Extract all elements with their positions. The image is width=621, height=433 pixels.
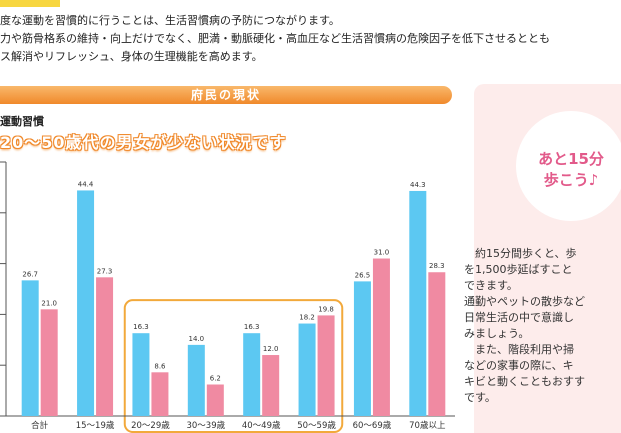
data-label: 16.3 xyxy=(133,323,149,331)
bar xyxy=(353,281,371,416)
data-label: 44.4 xyxy=(78,180,94,188)
side-text-line: キビと動くこともおすす xyxy=(464,375,585,388)
bar xyxy=(96,277,114,416)
bar xyxy=(21,280,39,416)
data-label: 14.0 xyxy=(189,335,205,343)
x-tick-label: 50〜59歳 xyxy=(297,420,336,431)
data-label: 8.6 xyxy=(154,362,166,370)
section-banner: 府民の現状 xyxy=(0,86,452,104)
bar xyxy=(428,272,446,416)
header-accent-band xyxy=(0,0,60,7)
data-label: 31.0 xyxy=(374,249,390,257)
bar xyxy=(409,190,427,416)
x-tick-label: 20〜29歳 xyxy=(131,420,170,431)
data-label: 12.0 xyxy=(263,345,279,353)
data-label: 6.2 xyxy=(210,375,221,383)
data-label: 19.8 xyxy=(318,305,334,313)
bar xyxy=(40,309,58,416)
data-label: 18.2 xyxy=(299,314,315,322)
data-label: 28.3 xyxy=(429,262,445,270)
data-label: 26.7 xyxy=(22,270,38,278)
callout-line-2: 歩こう♪ xyxy=(543,171,599,189)
side-panel: あと15分 歩こう♪ 約15分間歩くと、歩 を1,500歩延ばすこと できます。通勤… xyxy=(464,84,621,433)
bar xyxy=(262,355,280,416)
bar xyxy=(187,344,205,416)
bar xyxy=(243,333,261,416)
data-label: 27.3 xyxy=(97,267,113,275)
side-text-line: を1,500歩延ばすこと xyxy=(464,263,573,276)
bar-chart: 26.7 21.0 合計 44.4 27.3 15〜19歳 16.3 8.6 20〜29歳 14.… xyxy=(0,161,455,433)
x-tick-label: 40〜49歳 xyxy=(242,420,281,431)
bar xyxy=(132,333,150,416)
callout-circle: あと15分 歩こう♪ xyxy=(516,111,621,221)
bar xyxy=(151,372,169,416)
intro-line-1: 度な運動を習慣的に行うことは、生活習慣病の予防につながります。 xyxy=(0,14,340,27)
intro-line-2: 力や筋骨格系の維持・向上だけでなく、肥満・動脈硬化・高血圧など生活習慣病の危険因… xyxy=(0,32,550,45)
bar xyxy=(317,315,335,416)
data-label: 26.5 xyxy=(355,271,371,279)
side-text-line: みましょう。 xyxy=(464,327,530,340)
x-tick-label: 30〜39歳 xyxy=(186,420,225,431)
side-text: 約15分間歩くと、歩 を1,500歩延ばすこと できます。通勤やペットの散歩など 日常… xyxy=(464,246,621,406)
side-text-line: できます。 xyxy=(464,279,518,292)
x-tick-label: 60〜69歳 xyxy=(353,420,392,431)
data-label: 44.3 xyxy=(410,181,426,189)
side-text-line: また、階段利用や掃 xyxy=(464,343,574,356)
data-label: 21.0 xyxy=(41,299,57,307)
callout-line-1: あと15分 xyxy=(538,150,604,168)
side-text-line: です。 xyxy=(464,391,496,404)
side-text-line: などの家事の際に、キ xyxy=(464,359,574,372)
side-text-line: 日常生活の中で意識し xyxy=(464,311,574,324)
side-text-line: 通勤やペットの散歩など xyxy=(464,295,585,308)
x-tick-label: 15〜19歳 xyxy=(76,420,115,431)
x-tick-label: 合計 xyxy=(31,420,49,431)
side-text-line: 約15分間歩くと、歩 xyxy=(464,247,577,260)
bar xyxy=(206,384,224,416)
highlight-frame xyxy=(123,299,344,433)
intro-line-3: ス解消やリフレッシュ、身体の生理機能を高めます。 xyxy=(0,50,263,63)
bar xyxy=(77,190,95,416)
x-tick-label: 70歳以上 xyxy=(409,420,446,431)
bar xyxy=(372,258,390,416)
data-label: 16.3 xyxy=(244,323,260,331)
bar xyxy=(298,323,316,416)
section-label: 運動習慣 xyxy=(0,115,44,128)
chart-subtitle: 20〜50歳代の男女が少ない状況です xyxy=(0,133,287,152)
